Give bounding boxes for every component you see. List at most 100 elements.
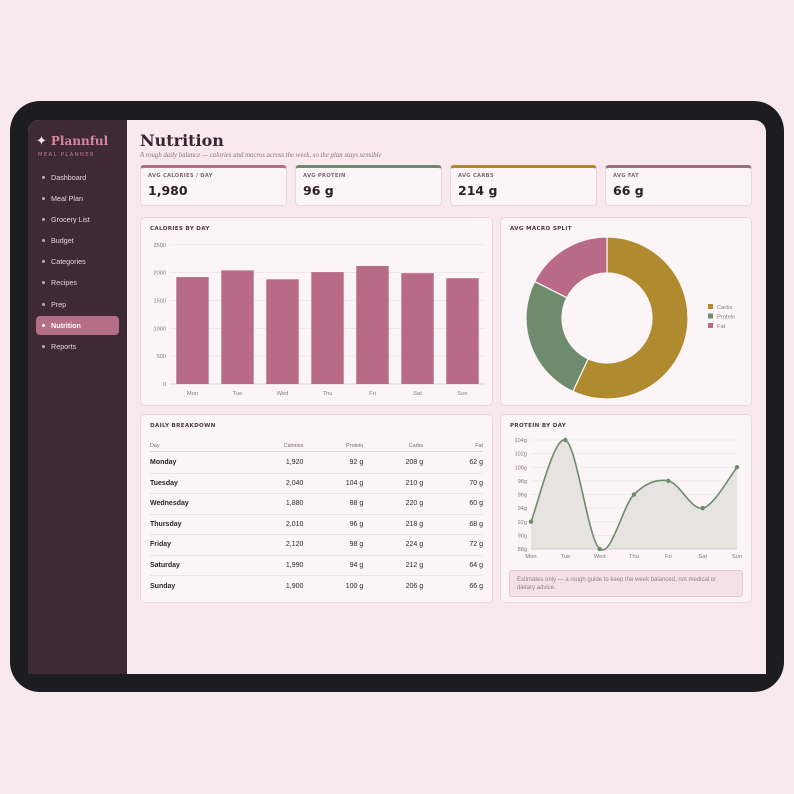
cell-protein: 98 g	[349, 541, 364, 549]
x-tick-label: Thu	[323, 391, 333, 397]
y-tick-label: 98g	[518, 479, 527, 485]
sidebar-item-label: Meal Plan	[51, 194, 83, 204]
legend-swatch	[708, 323, 713, 328]
y-tick-label: 1500	[154, 298, 166, 304]
app-screen: ✦ Plannful MEAL PLANNER Dashboard Meal Pl…	[28, 120, 766, 674]
x-tick-label: Fri	[369, 391, 376, 397]
sidebar-item-label: Grocery List	[51, 215, 90, 225]
kpi-card: AVG CARBS 214 g	[450, 165, 597, 206]
sidebar-item-meal-plan[interactable]: Meal Plan	[36, 189, 119, 208]
cell-protein: 104 g	[345, 479, 364, 487]
sidebar-item-recipes[interactable]: Recipes	[36, 273, 119, 292]
protein-card-title: PROTEIN BY DAY	[510, 423, 567, 429]
legend-label: Protein	[717, 315, 735, 321]
x-tick-label: Thu	[629, 554, 639, 560]
x-tick-label: Sat	[698, 554, 707, 560]
y-tick-label: 88g	[518, 547, 527, 553]
y-tick-label: 90g	[518, 533, 527, 539]
y-tick-label: 96g	[518, 493, 527, 499]
cell-fat: 72 g	[469, 541, 483, 549]
cell-protein: 100 g	[345, 582, 364, 590]
kpi-label: AVG PROTEIN	[303, 173, 346, 179]
brand-name: Plannful	[50, 134, 109, 148]
bar	[356, 265, 389, 384]
bar	[176, 277, 209, 384]
sidebar-item-grocery-list[interactable]: Grocery List	[36, 210, 119, 229]
bullet-icon	[42, 344, 45, 348]
cell-day: Friday	[150, 541, 172, 549]
sidebar-item-categories[interactable]: Categories	[36, 252, 119, 271]
table-row[interactable]: Tuesday 2,040 104 g 210 g 70 g	[150, 474, 483, 494]
sidebar-item-budget[interactable]: Budget	[36, 231, 119, 250]
x-tick-label: Tue	[560, 554, 570, 560]
cell-calories: 1,900	[285, 582, 304, 590]
sidebar-item-dashboard[interactable]: Dashboard	[36, 168, 119, 187]
sidebar-item-label: Dashboard	[51, 173, 87, 182]
disclaimer-note: Estimates only — a rough guide to keep t…	[509, 570, 743, 597]
col-calories: Calories	[283, 442, 304, 449]
sidebar-item-label: Categories	[51, 257, 86, 267]
kpi-card: AVG PROTEIN 96 g	[295, 165, 442, 206]
cell-day: Saturday	[150, 561, 180, 569]
legend-swatch	[708, 313, 713, 319]
cell-carbs: 210 g	[405, 479, 424, 487]
bullet-icon	[42, 239, 45, 243]
cell-calories: 2,120	[285, 541, 304, 549]
kpi-card: AVG FAT 66 g	[605, 165, 752, 206]
cell-protein: 94 g	[349, 561, 364, 569]
brand[interactable]: ✦ Plannful	[36, 134, 119, 148]
kpi-value: 214 g	[458, 183, 498, 198]
bullet-icon	[42, 176, 45, 179]
protein-area-chart: 88g 90g 92g 94g 96g 98g 100g 102g 104g Mon Tue Wed T…	[515, 437, 742, 560]
y-tick-label: 1000	[154, 326, 166, 332]
donut-slice-protein	[525, 280, 589, 393]
sidebar-item-prep[interactable]: Prep	[36, 295, 119, 314]
cell-calories: 1,880	[285, 500, 304, 508]
bar	[446, 278, 479, 384]
cell-protein: 96 g	[349, 520, 364, 528]
data-point	[666, 478, 671, 484]
protein-card: PROTEIN BY DAY 88g 90g 92g 94g 96g 98g 100g 102…	[500, 414, 752, 603]
cell-fat: 68 g	[469, 520, 483, 528]
y-tick-label: 100g	[515, 465, 527, 471]
legend-label: Carbs	[717, 305, 733, 311]
table-row[interactable]: Sunday 1,900 100 g 206 g 66 g	[150, 576, 483, 597]
table-row[interactable]: Monday 1,920 92 g 208 g 62 g	[150, 453, 483, 474]
x-tick-label: Wed	[277, 391, 289, 397]
y-tick-label: 2000	[154, 271, 166, 277]
cell-fat: 66 g	[469, 582, 483, 590]
cell-fat: 70 g	[469, 479, 483, 487]
table-header: Day Calories Protein Carbs Fat	[150, 440, 483, 452]
sparkle-icon: ✦	[36, 133, 47, 149]
x-tick-label: Tue	[233, 391, 243, 397]
donut-slice-fat	[533, 236, 608, 299]
table-row[interactable]: Saturday 1,990 94 g 212 g 64 g	[150, 556, 483, 576]
x-tick-label: Mon	[525, 554, 536, 560]
bullet-icon	[42, 218, 45, 222]
cell-carbs: 208 g	[405, 459, 424, 467]
table-row[interactable]: Friday 2,120 98 g 224 g 72 g	[150, 535, 483, 556]
cell-carbs: 220 g	[405, 500, 424, 508]
sidebar-item-nutrition[interactable]: Nutrition	[36, 315, 119, 335]
x-tick-label: Fri	[665, 554, 672, 560]
bullet-icon	[42, 197, 45, 201]
sidebar-item-label: Prep	[51, 299, 67, 309]
macro-card-title: AVG MACRO SPLIT	[510, 226, 572, 232]
sidebar-item-reports[interactable]: Reports	[36, 337, 119, 356]
donut-slice-carbs	[572, 236, 689, 400]
y-tick-label: 102g	[515, 452, 527, 458]
table-row[interactable]: Thursday 2,010 96 g 218 g 68 g	[150, 515, 483, 535]
main-content: Nutrition A rough daily balance — calori…	[127, 120, 766, 674]
calories-card: CALORIES BY DAY 0 500 1000 1500 2000 2500 Mon T…	[140, 217, 493, 406]
col-protein: Protein	[346, 442, 364, 449]
y-tick-label: 500	[157, 354, 166, 360]
x-tick-label: Mon	[187, 391, 198, 397]
data-point	[563, 437, 568, 443]
cell-calories: 2,010	[285, 520, 304, 528]
table-row[interactable]: Wednesday 1,880 88 g 220 g 60 g	[150, 494, 483, 515]
bar	[401, 273, 434, 384]
y-tick-label: 92g	[518, 520, 527, 526]
bar	[311, 272, 344, 384]
data-point	[734, 465, 740, 470]
cell-day: Thursday	[150, 520, 182, 528]
